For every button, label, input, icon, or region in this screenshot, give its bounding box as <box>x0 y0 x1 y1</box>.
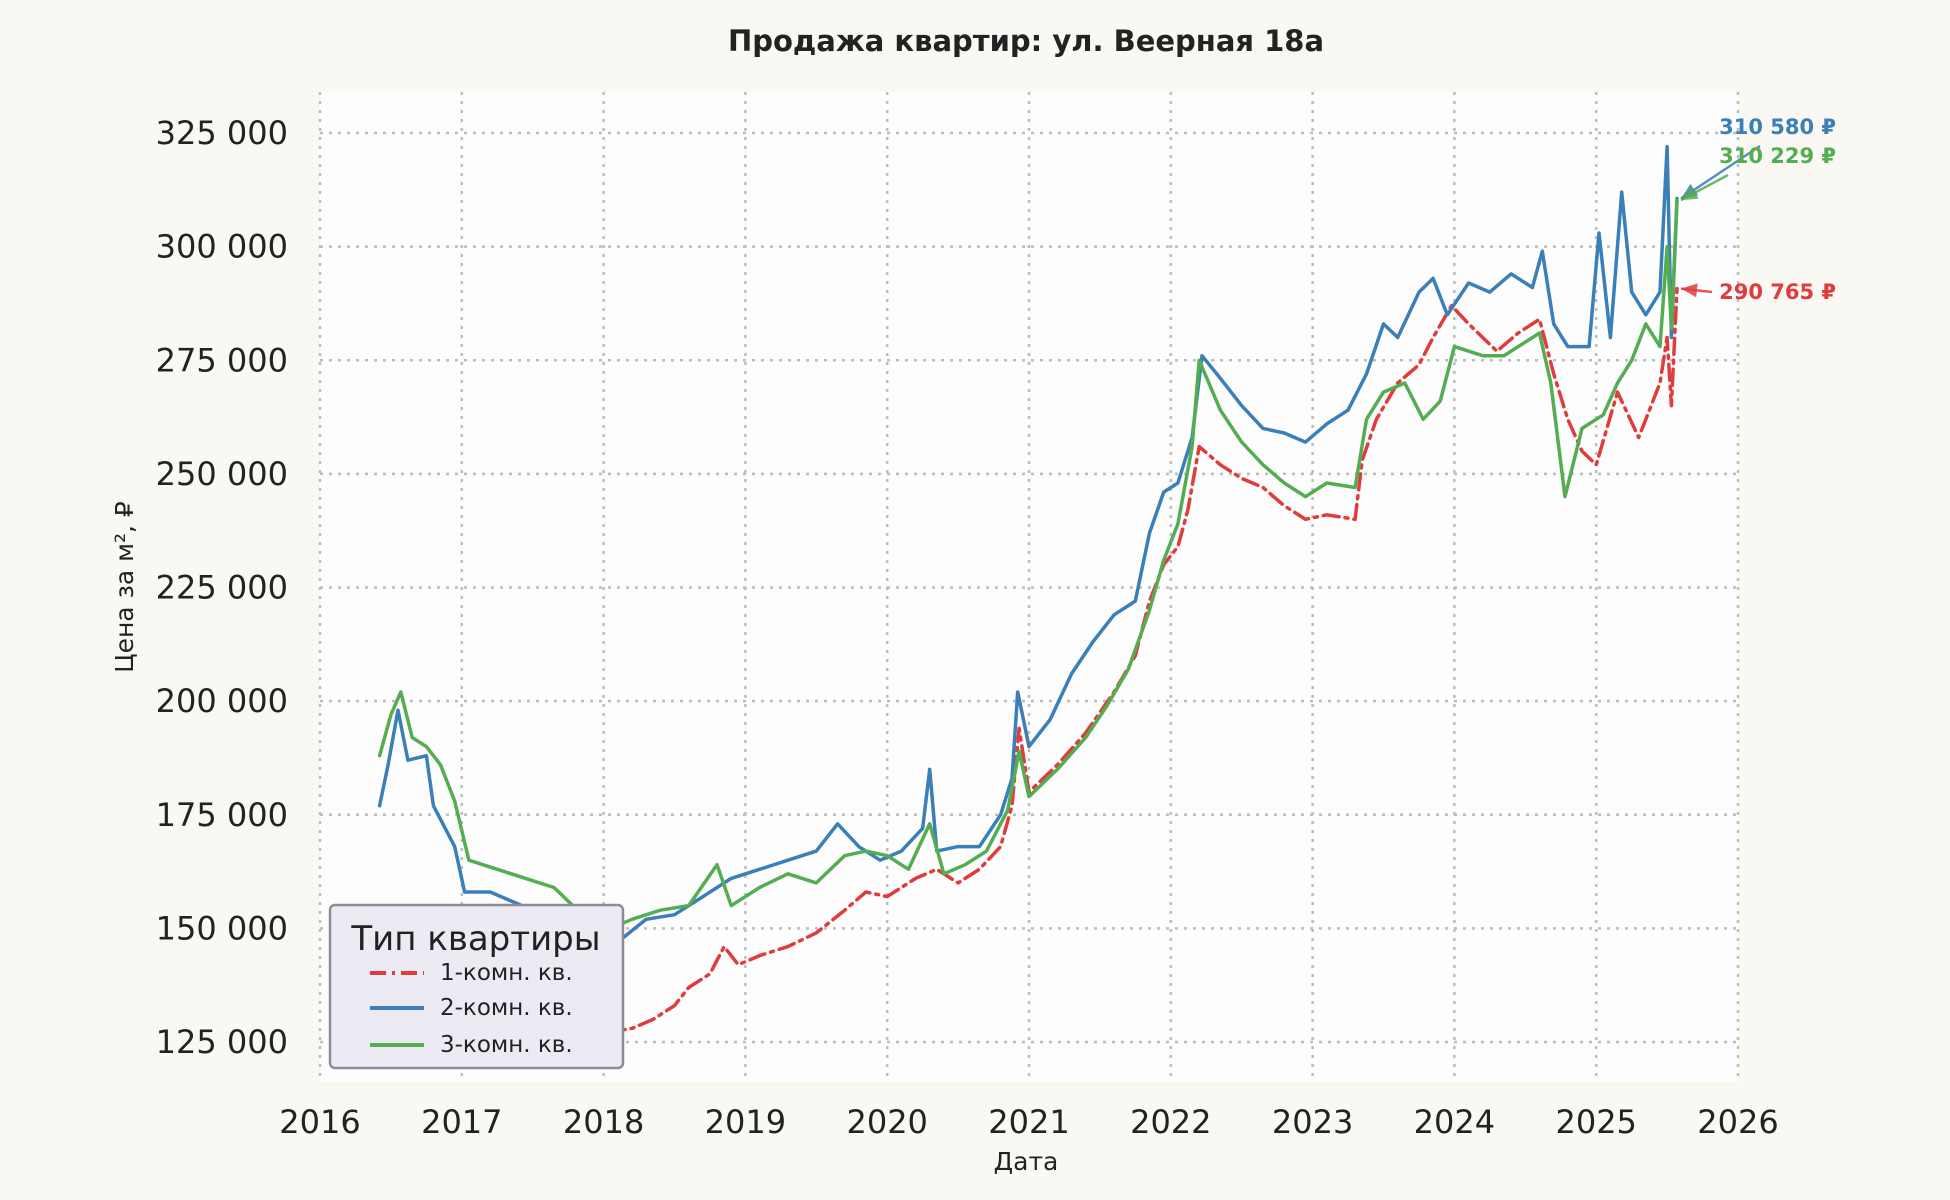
tick-labels: 125 000 150 000 175 000 200 000 225 000 250 0… <box>156 114 1779 1141</box>
y-tick-label: 300 000 <box>156 228 288 266</box>
y-tick-label: 250 000 <box>156 455 288 493</box>
x-tick-label: 2021 <box>988 1103 1069 1141</box>
x-tick-label: 2018 <box>563 1103 644 1141</box>
legend: Тип квартиры 1-комн. кв. 2-комн. кв. 3-к… <box>328 903 625 1070</box>
x-tick-label: 2016 <box>279 1103 360 1141</box>
x-tick-label: 2025 <box>1555 1103 1636 1141</box>
chart-title: Продажа квартир: ул. Веерная 18а <box>728 24 1324 58</box>
y-axis-label: Цена за м², ₽ <box>110 501 139 673</box>
legend-label-1room: 1-комн. кв. <box>440 960 573 986</box>
y-tick-label: 150 000 <box>156 909 288 947</box>
x-tick-label: 2023 <box>1272 1103 1353 1141</box>
x-tick-label: 2026 <box>1697 1103 1778 1141</box>
y-tick-label: 325 000 <box>156 114 288 152</box>
annotation-label-3: 290 765 ₽ <box>1719 280 1836 304</box>
x-tick-label: 2022 <box>1130 1103 1211 1141</box>
x-tick-label: 2024 <box>1414 1103 1495 1141</box>
legend-box <box>328 903 625 1070</box>
annotation-arrowhead-2 <box>1681 186 1699 201</box>
y-tick-label: 125 000 <box>156 1023 288 1061</box>
legend-title: Тип квартиры <box>350 919 600 959</box>
y-tick-label: 175 000 <box>156 796 288 834</box>
x-axis-label: Дата <box>994 1147 1059 1176</box>
x-tick-label: 2019 <box>705 1103 786 1141</box>
annotation-arrowhead-3 <box>1681 283 1698 298</box>
annotations: 310 580 ₽ 310 229 ₽ 290 765 ₽ <box>1680 115 1836 304</box>
y-tick-label: 200 000 <box>156 682 288 720</box>
y-tick-label: 225 000 <box>156 569 288 607</box>
y-tick-label: 275 000 <box>156 341 288 379</box>
legend-label-3room: 3-комн. кв. <box>440 1032 573 1058</box>
legend-label-2room: 2-комн. кв. <box>440 995 573 1021</box>
x-tick-label: 2017 <box>421 1103 502 1141</box>
x-tick-label: 2020 <box>846 1103 927 1141</box>
annotation-label-1: 310 580 ₽ <box>1719 115 1836 139</box>
annotation-label-2: 310 229 ₽ <box>1719 144 1836 168</box>
